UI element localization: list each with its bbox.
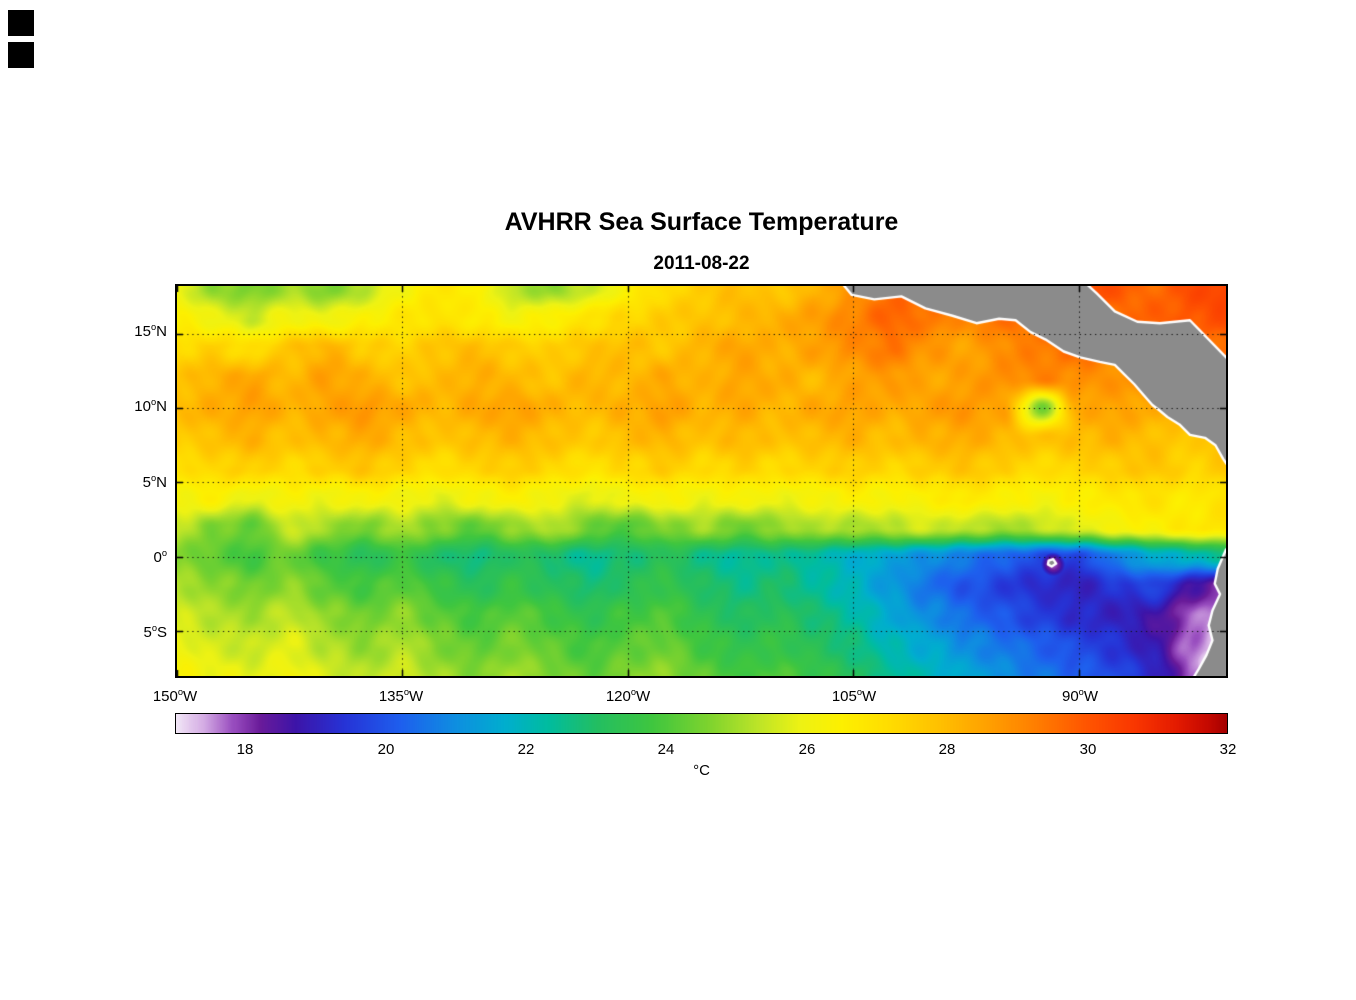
colorbar <box>175 713 1228 734</box>
lon-tick-label: 150oW <box>152 687 198 705</box>
plot-title: AVHRR Sea Surface Temperature <box>504 208 899 236</box>
sst-heatmap-canvas <box>177 286 1226 676</box>
colorbar-tick-label: 32 <box>1219 741 1237 758</box>
lon-tick-label: 105oW <box>831 687 877 705</box>
colorbar-tick-label: 22 <box>517 741 535 758</box>
sst-map-plot <box>175 284 1228 678</box>
lat-tick-label: 15oN <box>134 322 167 340</box>
lon-tick-label: 120oW <box>605 687 651 705</box>
lat-tick-label: 5oS <box>143 623 167 641</box>
colorbar-tick-label: 24 <box>657 741 675 758</box>
lon-tick-label: 90oW <box>1061 687 1099 705</box>
screen-artifact <box>8 42 34 68</box>
lat-tick-label: 5oN <box>142 473 167 491</box>
screen-artifact <box>8 10 34 36</box>
colorbar-canvas <box>176 714 1227 733</box>
colorbar-tick-label: 20 <box>377 741 395 758</box>
colorbar-tick-label: 30 <box>1079 741 1097 758</box>
colorbar-tick-label: 26 <box>798 741 816 758</box>
lat-tick-label: 10oN <box>134 397 167 415</box>
colorbar-tick-label: 18 <box>236 741 254 758</box>
colorbar-tick-label: 28 <box>938 741 956 758</box>
colorbar-unit-label: °C <box>693 762 710 779</box>
lat-tick-label: 0o <box>153 548 167 566</box>
lon-tick-label: 135oW <box>378 687 424 705</box>
plot-subtitle: 2011-08-22 <box>653 253 750 274</box>
